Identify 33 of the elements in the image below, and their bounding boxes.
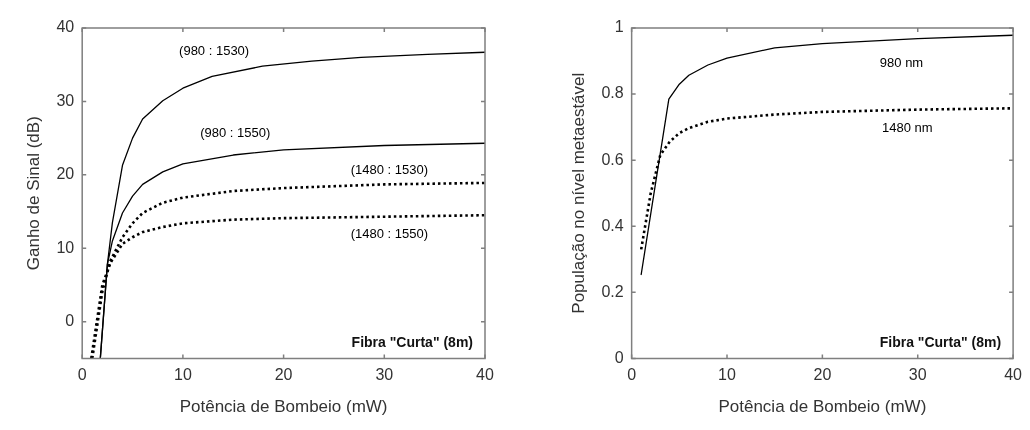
x-tick-label: 0 bbox=[627, 366, 637, 384]
x-tick-label: 10 bbox=[718, 366, 737, 384]
y-tick-label: 0.6 bbox=[601, 150, 624, 168]
series-label: 980 nm bbox=[879, 54, 924, 70]
series-label: 1480 nm bbox=[881, 120, 933, 136]
y-tick-label: 0.8 bbox=[601, 84, 624, 102]
y-tick-label: 20 bbox=[56, 165, 75, 183]
annotation: Fibra "Curta" (8m) bbox=[351, 334, 473, 351]
y-tick-label: 0 bbox=[65, 312, 75, 330]
y-tick-label: 0.2 bbox=[601, 282, 624, 300]
annotation: Fibra "Curta" (8m) bbox=[879, 334, 1002, 351]
y-tick-label: 30 bbox=[56, 91, 75, 109]
x-tick-label: 30 bbox=[375, 366, 394, 384]
y-tick-label: 0 bbox=[614, 348, 624, 366]
y-tick-label: 10 bbox=[56, 238, 75, 256]
y-tick-label: 40 bbox=[56, 18, 75, 36]
x-axis-title: Potência de Bombeio (mW) bbox=[718, 397, 927, 417]
series-label: (980 : 1550) bbox=[200, 125, 271, 141]
y-tick-label: 1 bbox=[614, 18, 624, 36]
y-tick-label: 0.4 bbox=[601, 216, 624, 234]
y-axis-title: Ganho de Sinal (dB) bbox=[23, 116, 43, 271]
x-tick-label: 10 bbox=[174, 366, 192, 384]
x-tick-label: 20 bbox=[813, 366, 832, 384]
series-label: (1480 : 1530) bbox=[350, 161, 429, 177]
x-tick-label: 40 bbox=[1004, 366, 1023, 384]
x-tick-label: 30 bbox=[908, 366, 927, 384]
x-tick-label: 20 bbox=[274, 366, 293, 384]
y-axis-title: População no nível metaestável bbox=[568, 72, 588, 314]
x-axis-title: Potência de Bombeio (mW) bbox=[179, 397, 388, 417]
x-tick-label: 0 bbox=[77, 366, 87, 384]
x-tick-label: 40 bbox=[476, 366, 494, 384]
series-label: (1480 : 1550) bbox=[350, 226, 429, 242]
series-label: (980 : 1530) bbox=[179, 42, 250, 58]
